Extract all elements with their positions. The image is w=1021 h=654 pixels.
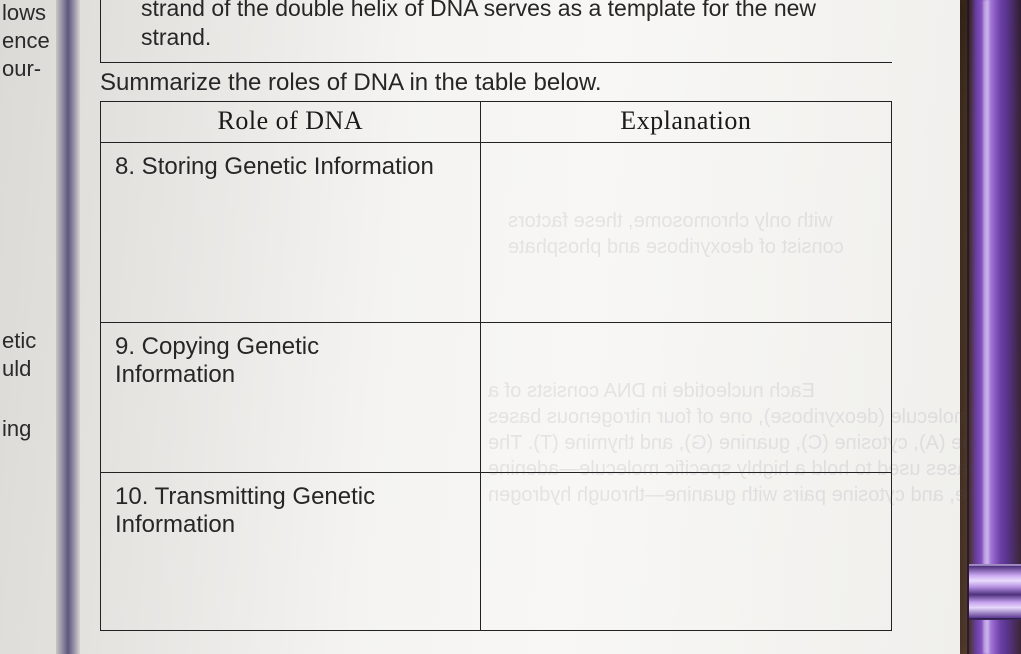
purple-pen <box>967 0 1021 654</box>
table-row: 10. Transmitting Genetic Information <box>101 472 892 630</box>
cell-explanation[interactable] <box>480 322 891 472</box>
column-header-role: Role of DNA <box>101 101 481 142</box>
pen-grip-band <box>969 564 1021 620</box>
worksheet-page: lows ence our- etic uld ing strand of th… <box>0 0 960 654</box>
table-row: 8. Storing Genetic Information <box>101 142 892 322</box>
cell-role: 9. Copying Genetic Information <box>101 322 481 472</box>
cell-text: 10. Transmitting Genetic Information <box>115 483 375 538</box>
header-text: Explanation <box>620 106 751 135</box>
fragment-text: lows <box>2 0 46 25</box>
page-binding-gutter <box>56 0 80 654</box>
cell-text: 9. Copying Genetic Information <box>115 333 319 388</box>
pen-highlight <box>983 0 989 654</box>
table-row: 9. Copying Genetic Information <box>101 322 892 472</box>
table-prompt: Summarize the roles of DNA in the table … <box>100 69 936 97</box>
cell-role: 8. Storing Genetic Information <box>101 142 481 322</box>
fragment-text: ence <box>2 28 50 53</box>
cell-explanation[interactable] <box>480 472 891 630</box>
column-header-explanation: Explanation <box>480 101 891 142</box>
fragment-text: uld <box>2 356 31 381</box>
fragment-text: our- <box>2 56 41 81</box>
fragment-text: etic <box>2 328 36 353</box>
body-text: strand of the double helix of DNA serves… <box>141 0 884 23</box>
previous-question-fragment: strand of the double helix of DNA serves… <box>100 0 892 63</box>
header-text: Role of DNA <box>218 106 364 135</box>
cell-text: 8. Storing Genetic Information <box>115 153 434 180</box>
roles-of-dna-table: Role of DNA Explanation 8. Storing Genet… <box>100 101 892 631</box>
fragment-text: ing <box>2 416 31 441</box>
body-text: strand. <box>141 23 884 52</box>
left-margin-fragments: lows ence our- etic uld ing <box>0 0 58 654</box>
cell-role: 10. Transmitting Genetic Information <box>101 472 481 630</box>
content-area: strand of the double helix of DNA serves… <box>88 0 948 639</box>
cell-explanation[interactable] <box>480 142 891 322</box>
table-header-row: Role of DNA Explanation <box>101 101 892 142</box>
